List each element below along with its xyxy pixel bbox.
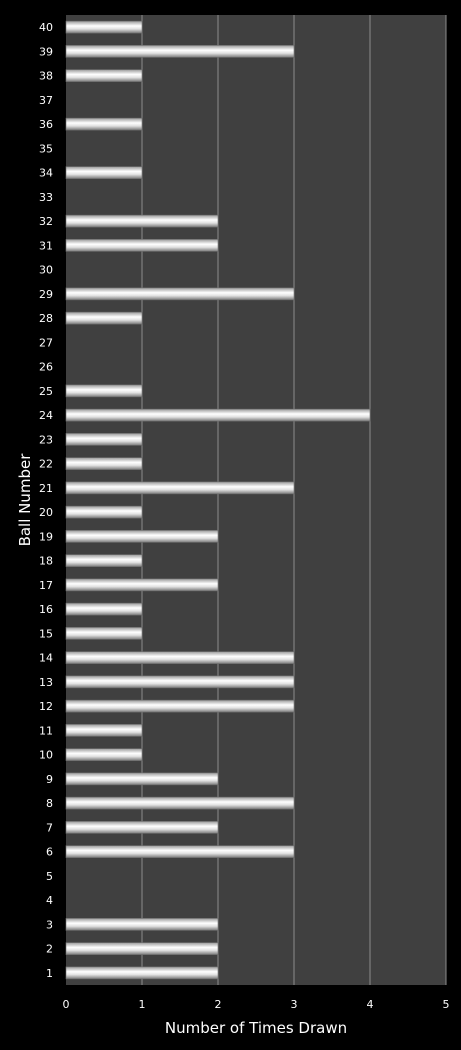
y-tick-label-25: 25: [39, 385, 53, 398]
bar-ball-22: [65, 457, 143, 470]
y-tick-label-2: 2: [46, 943, 53, 956]
y-tick-label-8: 8: [46, 797, 53, 810]
y-tick-labels: 1234567891011121314151617181920212223242…: [39, 21, 53, 980]
bar-ball-34: [65, 166, 143, 179]
x-tick-label-2: 2: [215, 998, 222, 1011]
bar-ball-25: [65, 384, 143, 398]
bar-ball-40: [65, 20, 143, 34]
y-tick-label-11: 11: [39, 724, 53, 737]
y-tick-label-22: 22: [39, 458, 53, 471]
y-tick-label-14: 14: [39, 652, 53, 665]
y-tick-label-19: 19: [39, 530, 53, 543]
bar-ball-7: [65, 821, 219, 834]
bar-ball-38: [65, 69, 143, 82]
bar-ball-1: [65, 966, 219, 980]
bar-ball-24: [65, 408, 371, 422]
bar-ball-23: [65, 433, 143, 446]
y-axis-title: Ball Number: [16, 453, 34, 547]
y-tick-label-13: 13: [39, 676, 53, 689]
x-tick-label-0: 0: [63, 998, 70, 1011]
y-tick-label-20: 20: [39, 506, 53, 519]
bar-ball-17: [65, 578, 219, 592]
y-tick-label-38: 38: [39, 70, 53, 83]
x-tick-labels: 0 1 2 3 4 5: [63, 998, 450, 1011]
y-tick-label-15: 15: [39, 627, 53, 640]
y-tick-label-40: 40: [39, 21, 53, 34]
bar-ball-6: [65, 845, 295, 858]
bar-ball-36: [65, 117, 143, 131]
bar-ball-29: [65, 287, 295, 301]
bar-ball-39: [65, 45, 295, 58]
y-tick-label-4: 4: [46, 894, 53, 907]
bar-ball-11: [65, 724, 143, 737]
y-tick-label-30: 30: [39, 264, 53, 277]
y-tick-label-10: 10: [39, 749, 53, 762]
y-tick-label-28: 28: [39, 312, 53, 325]
y-tick-label-23: 23: [39, 433, 53, 446]
y-tick-label-3: 3: [46, 918, 53, 931]
y-tick-label-9: 9: [46, 773, 53, 786]
bar-ball-15: [65, 627, 143, 640]
y-tick-label-33: 33: [39, 191, 53, 204]
bar-ball-10: [65, 748, 143, 761]
bar-ball-13: [65, 675, 295, 689]
bar-ball-32: [65, 214, 219, 228]
bar-ball-19: [65, 530, 219, 543]
bar-ball-18: [65, 554, 143, 567]
y-tick-label-21: 21: [39, 482, 53, 495]
y-tick-label-18: 18: [39, 555, 53, 568]
y-tick-label-7: 7: [46, 821, 53, 834]
bar-ball-20: [65, 505, 143, 519]
x-tick-label-5: 5: [443, 998, 450, 1011]
y-tick-label-17: 17: [39, 579, 53, 592]
bar-ball-8: [65, 796, 295, 810]
y-tick-label-12: 12: [39, 700, 53, 713]
y-tick-label-36: 36: [39, 118, 53, 131]
bar-ball-2: [65, 942, 219, 955]
bar-ball-28: [65, 311, 143, 325]
y-tick-label-35: 35: [39, 142, 53, 155]
y-tick-label-6: 6: [46, 846, 53, 859]
bar-ball-12: [65, 699, 295, 713]
plot-area: [66, 15, 446, 985]
y-tick-label-16: 16: [39, 603, 53, 616]
y-tick-label-34: 34: [39, 167, 53, 180]
y-tick-label-39: 39: [39, 45, 53, 58]
y-tick-label-5: 5: [46, 870, 53, 883]
bars: [65, 20, 371, 980]
bar-ball-9: [65, 772, 219, 786]
y-tick-label-24: 24: [39, 409, 53, 422]
bar-ball-14: [65, 651, 295, 664]
x-axis-title: Number of Times Drawn: [165, 1019, 347, 1037]
bar-ball-21: [65, 481, 295, 495]
y-tick-label-29: 29: [39, 288, 53, 301]
x-tick-label-4: 4: [367, 998, 374, 1011]
y-tick-label-1: 1: [46, 967, 53, 980]
y-tick-label-31: 31: [39, 239, 53, 252]
x-tick-label-3: 3: [291, 998, 298, 1011]
bar-ball-16: [65, 602, 143, 616]
bar-ball-3: [65, 918, 219, 931]
bar-ball-31: [65, 239, 219, 252]
y-tick-label-27: 27: [39, 336, 53, 349]
y-tick-label-32: 32: [39, 215, 53, 228]
x-tick-label-1: 1: [139, 998, 146, 1011]
y-tick-label-37: 37: [39, 94, 53, 107]
y-tick-label-26: 26: [39, 361, 53, 374]
